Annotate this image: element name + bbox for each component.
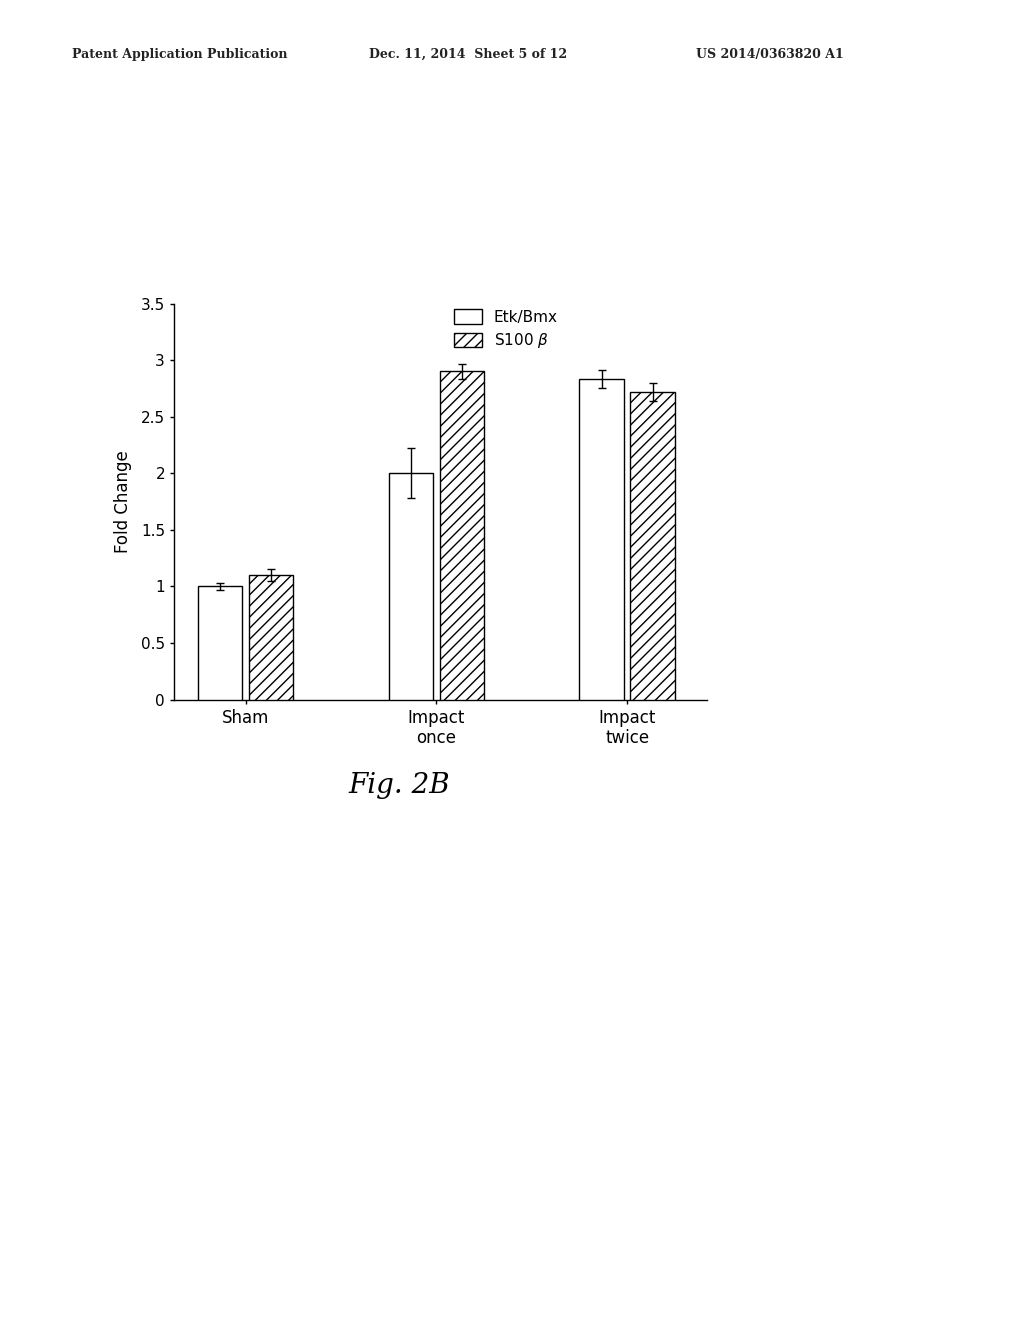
Bar (198, 586, 243, 700)
Y-axis label: Fold Change: Fold Change (115, 450, 132, 553)
Text: Patent Application Publication: Patent Application Publication (72, 48, 287, 61)
Bar (439, 371, 484, 700)
Bar (630, 392, 675, 700)
Bar (580, 379, 624, 700)
Legend: Etk/Bmx, S100 $\beta$: Etk/Bmx, S100 $\beta$ (447, 304, 564, 356)
Text: Fig. 2B: Fig. 2B (348, 772, 451, 799)
Text: US 2014/0363820 A1: US 2014/0363820 A1 (696, 48, 844, 61)
Bar (389, 474, 433, 700)
Bar (249, 576, 293, 700)
Text: Dec. 11, 2014  Sheet 5 of 12: Dec. 11, 2014 Sheet 5 of 12 (369, 48, 566, 61)
